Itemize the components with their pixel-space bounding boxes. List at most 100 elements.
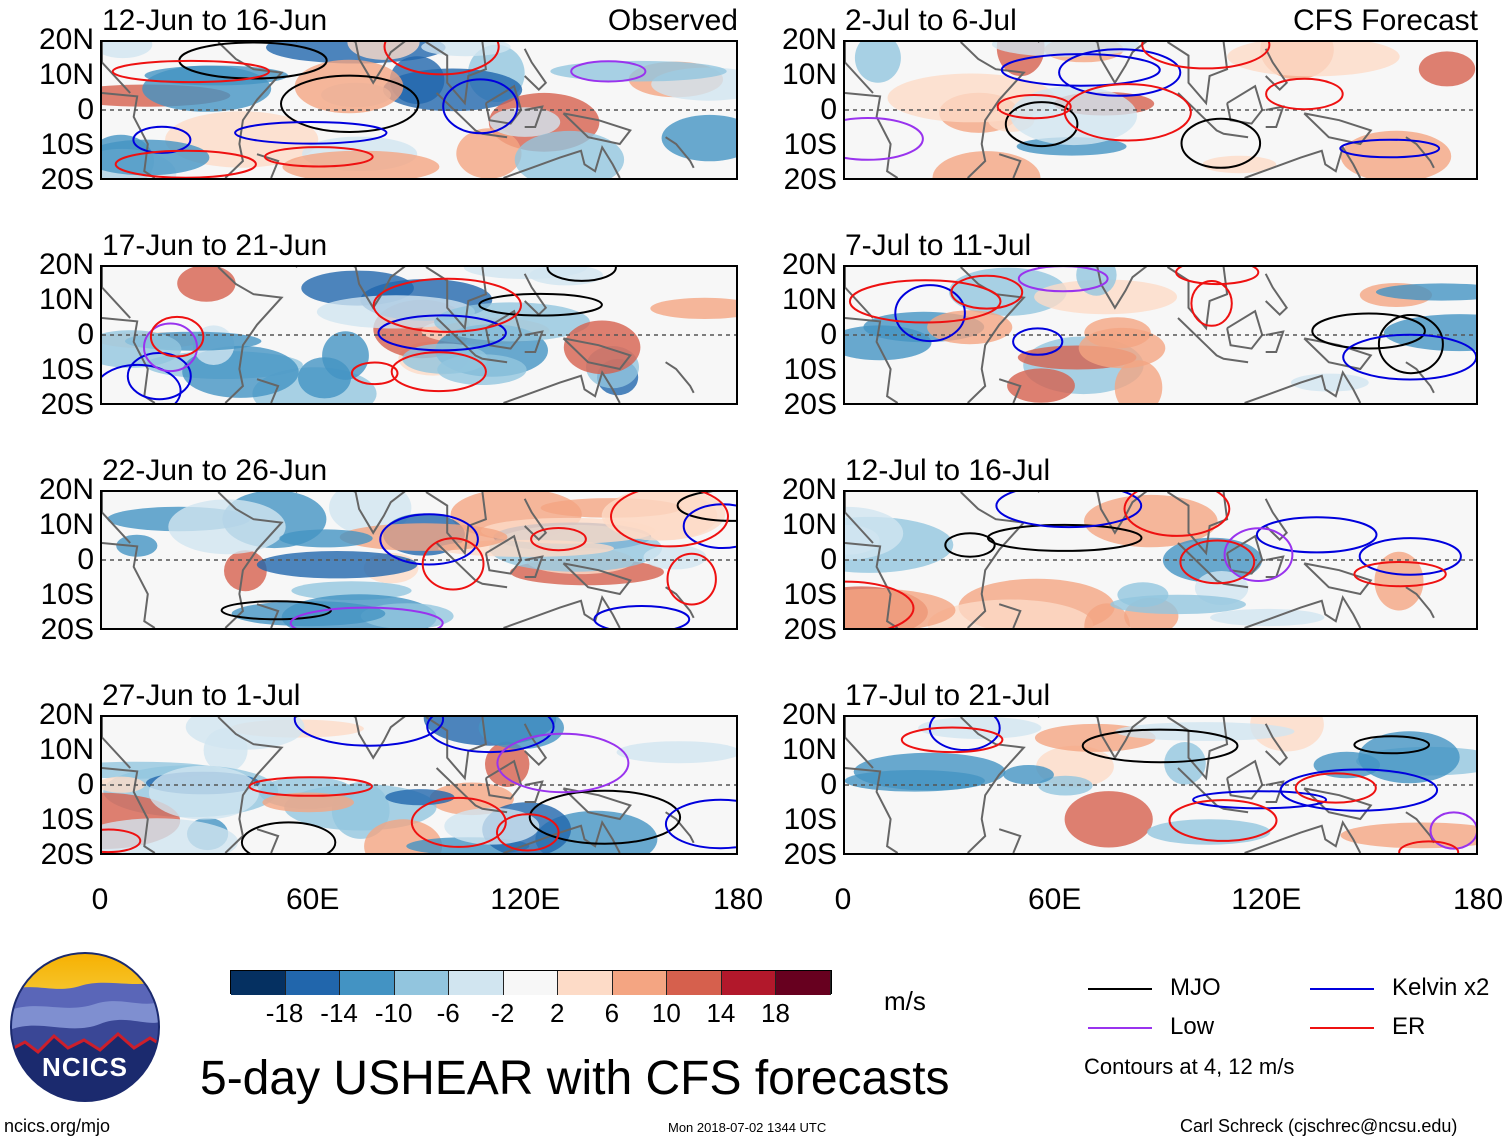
shear-anomaly-blob (279, 529, 373, 548)
colorbar-label: -10 (374, 998, 413, 1028)
shear-anomaly-blob (616, 741, 736, 764)
x-tick-label: 120E (490, 883, 561, 916)
coastline (102, 42, 131, 94)
shear-anomaly-blob (948, 267, 1067, 316)
mjo-contour (280, 74, 420, 133)
kelvin-contour (293, 717, 445, 747)
coastline (845, 42, 874, 94)
kelvin-contour (126, 352, 192, 401)
y-tick-label: 0 (820, 318, 837, 351)
shear-anomaly-blob (1034, 279, 1178, 315)
shear-anomaly-blob (402, 343, 488, 374)
colorbar-swatch (394, 971, 450, 995)
y-tick-label: 20S (40, 838, 94, 871)
shear-anomaly-blob (1290, 373, 1369, 392)
panel-title-8: 17-Jul to 21-Jul (845, 679, 1051, 712)
er-contour (845, 580, 915, 628)
colorbar-label: 18 (760, 998, 790, 1028)
kelvin-contour (1000, 53, 1161, 87)
er-contour (530, 527, 587, 552)
y-tick-label: 20S (40, 163, 94, 196)
shear-anomaly-blob (256, 551, 418, 579)
shear-anomaly-blob (489, 107, 561, 137)
shear-anomaly-blob (1003, 765, 1054, 785)
er-contour (1168, 799, 1278, 842)
coastline (524, 105, 544, 128)
coastline (998, 828, 1022, 853)
coastline (435, 767, 508, 814)
coastline (524, 780, 544, 803)
colorbar-label: -6 (436, 998, 460, 1028)
shear-anomaly-blob (1375, 283, 1476, 301)
kelvin-contour (102, 363, 182, 403)
colorbar-swatch (667, 971, 722, 995)
shear-anomaly-blob (102, 330, 182, 368)
coastline (295, 42, 406, 85)
kelvin-contour (664, 798, 736, 850)
er-contour (900, 726, 1004, 754)
footer-source: ncics.org/mjo (4, 1116, 111, 1136)
y-tick-label: 20S (783, 163, 837, 196)
coastline (1264, 273, 1289, 316)
map-panel-1 (100, 40, 738, 180)
y-tick-label: 0 (820, 93, 837, 126)
colorbar-label: -18 (265, 998, 304, 1028)
legend-label-low: Low (1170, 1013, 1215, 1040)
coastline (1244, 819, 1362, 853)
coastline (845, 492, 874, 544)
shear-field (102, 267, 736, 403)
er-contour (996, 94, 1072, 120)
coastline (1177, 92, 1249, 139)
map-panel-5 (843, 40, 1478, 180)
er-contour (102, 828, 142, 853)
y-tick-label: 20S (783, 838, 837, 871)
mjo-contour (1311, 312, 1426, 350)
shear-anomaly-blob (845, 588, 956, 628)
shear-anomaly-blob (102, 818, 239, 853)
y-tick-label: 10S (783, 128, 837, 161)
coastline (1226, 534, 1264, 575)
shear-anomaly-blob (1227, 42, 1400, 77)
mjo-contour (1377, 314, 1444, 375)
coastline (1405, 811, 1435, 844)
coastline (503, 819, 621, 853)
y-tick-label: 0 (77, 93, 94, 126)
y-tick-label: 10N (781, 733, 837, 766)
mjo-contour (1004, 101, 1079, 148)
shear-field (102, 717, 736, 853)
shear-anomaly-blob (1374, 551, 1424, 611)
coastline (562, 112, 632, 146)
ncics-logo: NCICS (10, 952, 160, 1102)
low-contour (289, 606, 444, 628)
units-label: m/s (884, 986, 926, 1016)
panel-title-5: 2-Jul to 6-Jul (845, 4, 1017, 37)
coastline (523, 273, 548, 316)
kelvin-contour (426, 717, 555, 754)
shear-anomaly-blob (550, 60, 727, 82)
colorbar-swatch (558, 971, 613, 995)
y-tick-label: 10S (40, 578, 94, 611)
colorbar-swatch (449, 971, 504, 995)
coastline (845, 92, 899, 178)
logo-graphic (10, 952, 160, 1102)
coastline (256, 603, 280, 628)
shear-anomaly-blob (1038, 775, 1093, 796)
shear-anomaly-blob (845, 325, 932, 361)
er-contour (263, 146, 374, 168)
kelvin-contour (377, 314, 507, 352)
shear-anomaly-blob (331, 782, 390, 839)
mjo-contour (528, 789, 682, 845)
er-contour (350, 361, 399, 386)
coastline (1166, 492, 1229, 556)
kelvin-contour (894, 284, 966, 343)
column-label-forecast: CFS Forecast (1292, 4, 1478, 37)
shear-anomaly-blob (643, 545, 707, 570)
shear-anomaly-blob (1418, 51, 1476, 87)
colorbar-swatch (612, 971, 668, 995)
map-panel-7 (843, 490, 1478, 630)
coastline (1265, 105, 1285, 128)
er-contour (1123, 492, 1231, 537)
column-label-observed: Observed (607, 4, 738, 37)
coastline (102, 542, 156, 628)
colorbar-swatch (503, 971, 559, 995)
